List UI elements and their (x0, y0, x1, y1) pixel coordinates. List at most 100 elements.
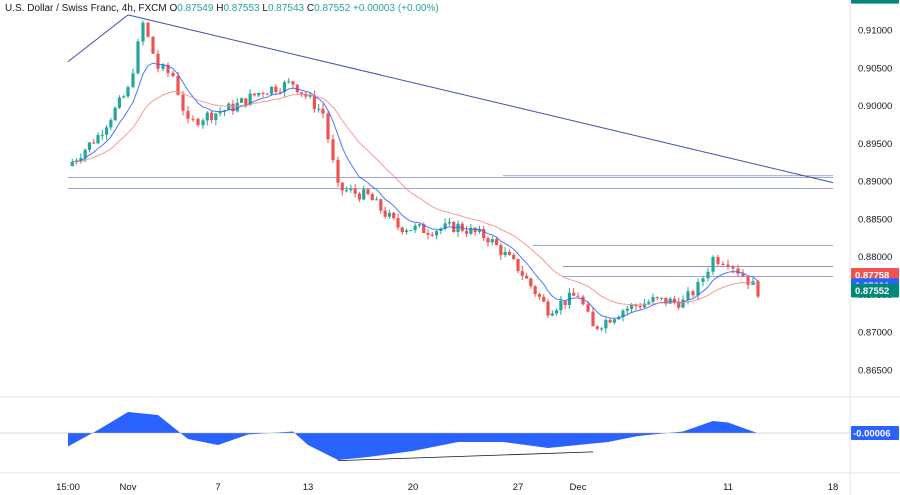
candle-body (344, 190, 349, 192)
candle-body (591, 311, 595, 327)
candle-body (227, 103, 231, 111)
candle-body (604, 319, 608, 329)
candle-body (499, 245, 503, 256)
candle-body (196, 118, 200, 126)
candle-body (572, 292, 576, 296)
candle-body (711, 257, 715, 272)
x-tick-label: 18 (828, 482, 839, 493)
candle-body (214, 113, 218, 121)
candle-body (563, 301, 567, 305)
candle-body (721, 263, 725, 265)
candle-body (191, 118, 195, 120)
ema-fast-line (72, 62, 759, 319)
y-tick-label: 0.89500 (858, 139, 892, 150)
candle-body (181, 94, 185, 111)
candle-body (278, 91, 282, 93)
ohlc-open-label: O (169, 3, 178, 14)
candle-body (696, 281, 700, 296)
candle-body (104, 127, 109, 135)
ema-slow-line (72, 91, 759, 306)
candle-body (586, 304, 590, 312)
candle-body (83, 149, 87, 159)
candle-body (681, 299, 685, 308)
candle-body (235, 102, 239, 112)
candle-body (494, 239, 499, 246)
ohlc-low-label: L (262, 3, 268, 14)
candle-body (621, 310, 625, 317)
oscillator-value-label: -0.00006 (853, 429, 891, 440)
oscillator-value-tag (851, 426, 899, 440)
candle-body (516, 258, 520, 272)
candle-body (113, 107, 117, 121)
candle-body (374, 199, 379, 201)
candle-body (392, 212, 396, 219)
candle-body (686, 291, 690, 300)
candle-body (417, 224, 422, 226)
price-change: +0.00003 (+0.00%) (353, 3, 439, 14)
candle-body (524, 275, 529, 279)
candle-body (321, 108, 325, 114)
candle-body (136, 41, 140, 74)
x-tick-label: 15:00 (56, 482, 80, 493)
y-tick-label: 0.88000 (858, 252, 892, 263)
candle-body (741, 273, 745, 277)
candle-body (447, 222, 452, 224)
candle-body (612, 319, 617, 323)
candle-body (304, 93, 308, 97)
x-tick-label: Dec (570, 482, 587, 493)
x-tick-label: 7 (215, 482, 220, 493)
chart-header: U.S. Dollar / Swiss Franc, 4h, FXCM O0.8… (5, 3, 439, 14)
y-tick-label: 0.90000 (858, 101, 892, 112)
candle-body (452, 222, 456, 232)
candle-body (677, 301, 681, 308)
candle-body (706, 271, 710, 279)
candle-body (274, 86, 278, 92)
ohlc-high: 0.87553 (223, 3, 260, 14)
candle-body (308, 95, 312, 97)
candle-body (383, 210, 387, 217)
candle-body (581, 296, 585, 305)
candle-body (520, 271, 524, 276)
candle-body (146, 22, 150, 37)
candle-body (460, 223, 464, 231)
candle-body (642, 303, 647, 308)
price-tag-label: 0.87552 (855, 286, 889, 297)
oscillator-area (68, 412, 758, 460)
candle-body (634, 304, 638, 307)
candles-group (70, 20, 760, 334)
candle-body (756, 281, 760, 297)
candle-body (400, 227, 404, 233)
trendline (127, 14, 834, 184)
candle-body (70, 161, 74, 166)
candle-body (659, 297, 664, 299)
x-tick-label: 20 (408, 482, 419, 493)
y-tick-label: 0.87000 (858, 328, 892, 339)
candle-body (456, 223, 460, 232)
candle-body (554, 310, 559, 314)
candle-body (151, 36, 155, 54)
candle-body (261, 92, 265, 94)
price-tag (851, 283, 899, 298)
candle-body (282, 82, 287, 93)
candle-body (87, 142, 92, 150)
ohlc-close-label: C (306, 3, 315, 14)
candle-body (209, 112, 214, 121)
candle-body (312, 95, 317, 110)
candle-body (664, 297, 668, 304)
candle-body (404, 230, 409, 233)
candle-body (96, 135, 100, 144)
candle-body (482, 228, 486, 239)
x-tick-label: 11 (723, 482, 733, 493)
candle-body (550, 313, 554, 316)
candle-body (486, 238, 490, 243)
candle-body (317, 108, 321, 110)
candle-body (141, 22, 145, 42)
y-tick-label: 0.90500 (858, 63, 892, 74)
candle-body (672, 298, 677, 302)
ohlc-open: 0.87549 (177, 3, 214, 14)
candle-body (201, 120, 205, 126)
candle-body (340, 182, 344, 191)
y-tick-label: 0.88500 (858, 214, 892, 225)
x-tick-label: 27 (513, 482, 524, 493)
